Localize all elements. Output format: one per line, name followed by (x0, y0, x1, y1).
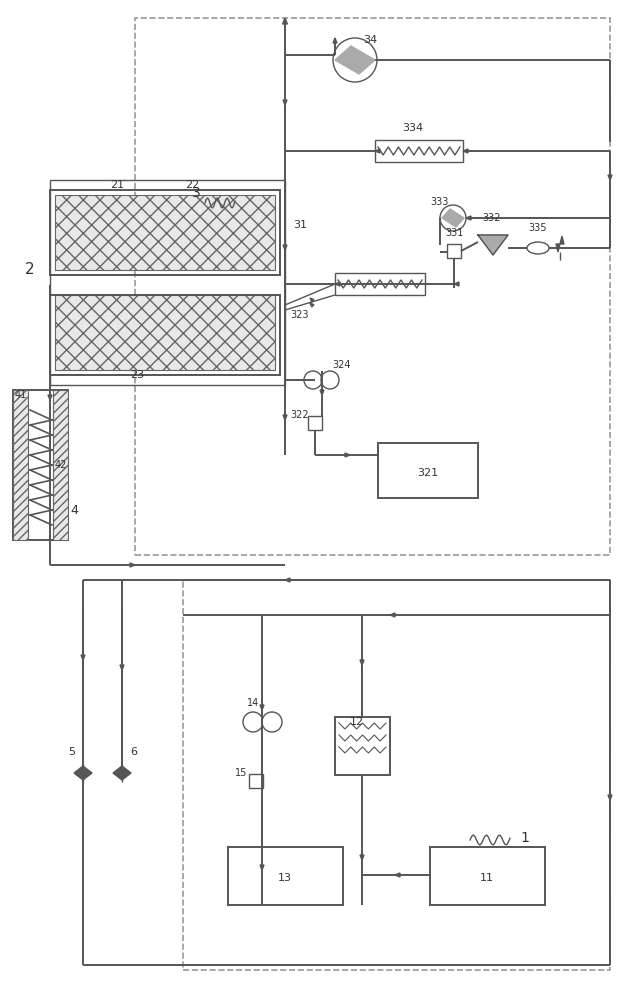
Text: 4: 4 (70, 504, 78, 516)
Polygon shape (560, 236, 564, 244)
Polygon shape (454, 282, 459, 286)
Bar (50, 190, 280, 275)
Text: 332: 332 (483, 213, 501, 223)
Text: 21: 21 (110, 180, 124, 190)
Polygon shape (122, 766, 131, 780)
Bar (183, 580, 610, 970)
Polygon shape (345, 453, 350, 457)
Polygon shape (360, 855, 364, 860)
Bar (50, 295, 280, 375)
Polygon shape (310, 298, 314, 302)
Bar (135, 18, 610, 555)
Bar (447, 244, 461, 258)
Polygon shape (48, 395, 52, 400)
Text: 322: 322 (290, 410, 309, 420)
Bar (13, 390, 68, 540)
Text: 6: 6 (130, 747, 137, 757)
Polygon shape (113, 766, 122, 780)
Polygon shape (320, 390, 324, 395)
Text: 333: 333 (430, 197, 448, 207)
Polygon shape (375, 149, 380, 153)
Polygon shape (283, 100, 287, 105)
Text: 11: 11 (480, 873, 494, 883)
Polygon shape (283, 415, 287, 420)
Text: 31: 31 (293, 220, 307, 230)
Circle shape (262, 712, 282, 732)
Polygon shape (260, 865, 264, 870)
Circle shape (333, 38, 377, 82)
Polygon shape (130, 563, 135, 567)
Text: 14: 14 (247, 698, 259, 708)
Bar (53, 390, 68, 540)
Text: 42: 42 (55, 460, 67, 470)
Circle shape (321, 371, 339, 389)
Text: 1: 1 (520, 831, 529, 845)
Bar (249, 774, 263, 788)
Polygon shape (608, 795, 612, 800)
Text: 41: 41 (15, 390, 27, 400)
Text: 34: 34 (363, 35, 377, 45)
Bar (335, 717, 390, 775)
Bar (55, 295, 275, 370)
Polygon shape (390, 613, 395, 617)
Polygon shape (260, 705, 264, 710)
Text: 13: 13 (278, 873, 292, 883)
Text: 323: 323 (290, 310, 309, 320)
Polygon shape (608, 175, 612, 180)
Bar (308, 416, 322, 430)
Polygon shape (310, 303, 314, 307)
Polygon shape (120, 665, 124, 670)
Polygon shape (283, 245, 287, 250)
Bar (13, 390, 28, 540)
Text: 335: 335 (528, 223, 547, 233)
Polygon shape (81, 655, 85, 660)
Ellipse shape (527, 242, 549, 254)
Bar (430, 847, 545, 905)
Bar (335, 273, 425, 295)
Circle shape (304, 371, 322, 389)
Polygon shape (478, 235, 508, 255)
Bar (378, 443, 478, 498)
Text: 23: 23 (130, 370, 144, 380)
Polygon shape (74, 766, 83, 780)
Text: 331: 331 (445, 228, 463, 238)
Polygon shape (351, 46, 375, 74)
Text: 5: 5 (68, 747, 75, 757)
Bar (375, 140, 463, 162)
Polygon shape (335, 46, 359, 74)
Polygon shape (283, 18, 288, 24)
Text: 22: 22 (185, 180, 199, 190)
Circle shape (243, 712, 263, 732)
Text: 2: 2 (25, 262, 35, 277)
Text: 324: 324 (332, 360, 350, 370)
Polygon shape (450, 209, 464, 227)
Text: 3: 3 (192, 186, 201, 200)
Polygon shape (442, 209, 456, 227)
Polygon shape (556, 244, 560, 252)
Circle shape (440, 205, 466, 231)
Polygon shape (83, 766, 92, 780)
Text: 334: 334 (402, 123, 424, 133)
Polygon shape (463, 149, 468, 153)
Bar (55, 195, 275, 270)
Polygon shape (466, 216, 471, 220)
Bar (228, 847, 343, 905)
Polygon shape (335, 282, 340, 286)
Polygon shape (360, 660, 364, 665)
Text: 12: 12 (350, 717, 364, 727)
Polygon shape (333, 38, 337, 43)
Polygon shape (285, 578, 290, 582)
Text: 321: 321 (417, 468, 438, 478)
Polygon shape (395, 873, 400, 877)
Text: 15: 15 (235, 768, 247, 778)
